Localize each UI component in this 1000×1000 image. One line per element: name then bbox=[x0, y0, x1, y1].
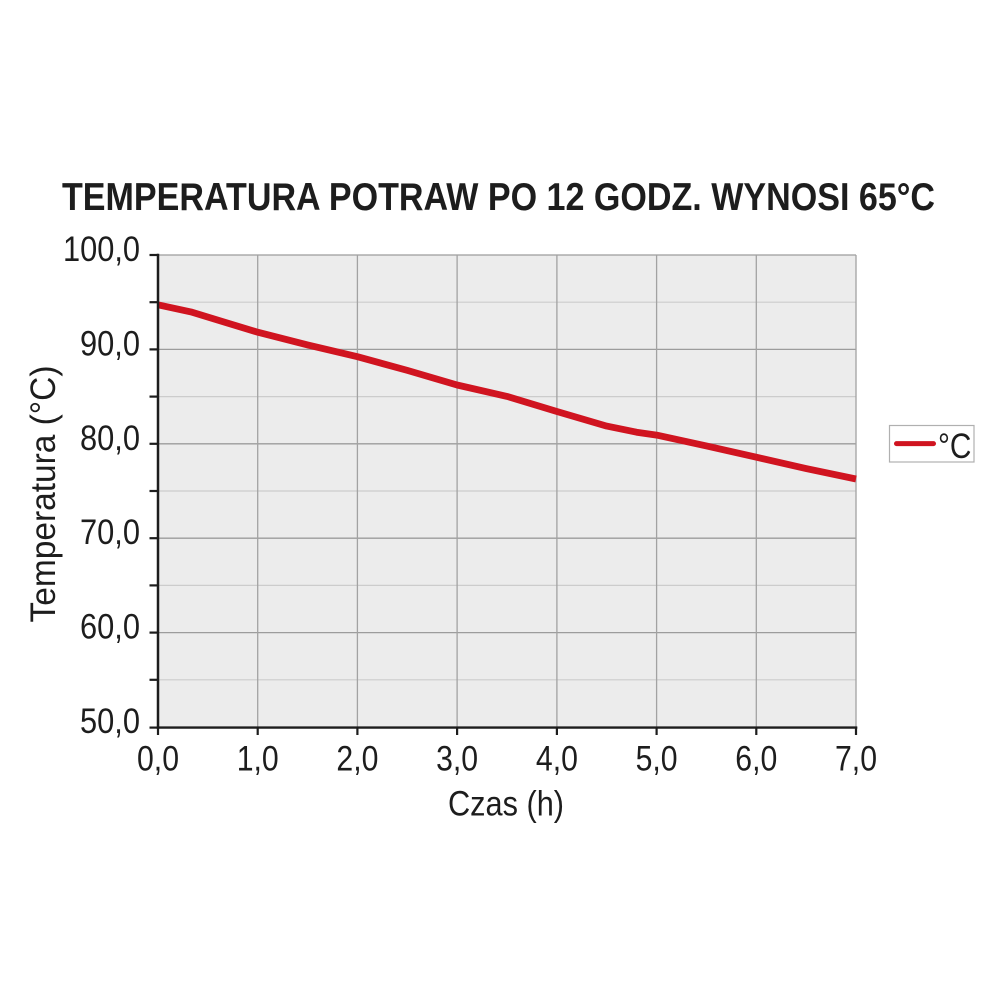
svg-text:100,0: 100,0 bbox=[63, 230, 140, 269]
svg-text:6,0: 6,0 bbox=[735, 740, 777, 779]
svg-text:0,0: 0,0 bbox=[137, 740, 179, 779]
svg-text:3,0: 3,0 bbox=[436, 740, 478, 779]
svg-text:1,0: 1,0 bbox=[237, 740, 279, 779]
svg-text:70,0: 70,0 bbox=[80, 513, 140, 552]
svg-text:7,0: 7,0 bbox=[835, 740, 877, 779]
svg-text:TEMPERATURA POTRAW PO 12 GODZ.: TEMPERATURA POTRAW PO 12 GODZ. WYNOSI 65… bbox=[62, 176, 935, 219]
svg-text:80,0: 80,0 bbox=[80, 419, 140, 458]
svg-text:°C: °C bbox=[938, 427, 971, 466]
svg-text:90,0: 90,0 bbox=[80, 324, 140, 363]
svg-text:50,0: 50,0 bbox=[80, 702, 140, 741]
svg-text:4,0: 4,0 bbox=[536, 740, 578, 779]
svg-text:Temperatura (°C): Temperatura (°C) bbox=[24, 366, 63, 623]
svg-text:2,0: 2,0 bbox=[336, 740, 378, 779]
svg-text:60,0: 60,0 bbox=[80, 608, 140, 647]
svg-text:5,0: 5,0 bbox=[636, 740, 678, 779]
svg-text:Czas (h): Czas (h) bbox=[448, 785, 564, 824]
